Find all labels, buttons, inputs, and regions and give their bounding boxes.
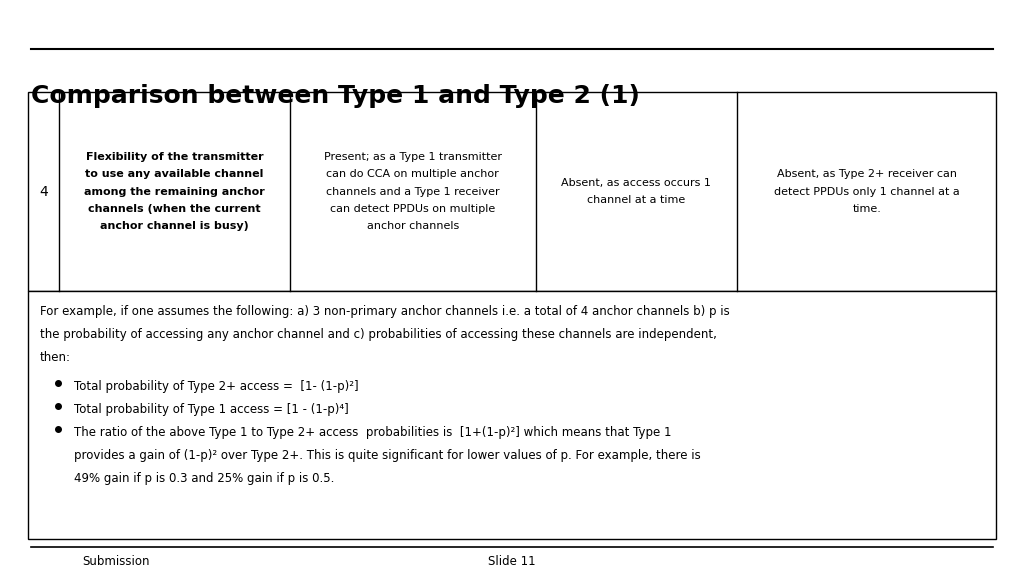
Text: Total probability of Type 2+ access =  [1- (1-p)²]: Total probability of Type 2+ access = [1… [74,380,358,393]
Text: detect PPDUs only 1 channel at a: detect PPDUs only 1 channel at a [774,187,959,196]
Text: provides a gain of (1-p)² over Type 2+. This is quite significant for lower valu: provides a gain of (1-p)² over Type 2+. … [74,449,700,463]
Text: Absent, as access occurs 1: Absent, as access occurs 1 [561,178,712,188]
Bar [28,92,996,291]
Text: Total probability of Type 1 access = [1 - (1-p)⁴]: Total probability of Type 1 access = [1 … [74,403,348,416]
Text: Flexibility of the transmitter: Flexibility of the transmitter [86,152,263,162]
Text: 4: 4 [39,184,48,199]
Text: channel at a time: channel at a time [588,195,685,205]
Text: Absent, as Type 2+ receiver can: Absent, as Type 2+ receiver can [777,169,956,179]
Text: among the remaining anchor: among the remaining anchor [84,187,265,196]
Text: time.: time. [852,204,882,214]
Text: The ratio of the above Type 1 to Type 2+ access  probabilities is  [1+(1-p)²] wh: The ratio of the above Type 1 to Type 2+… [74,426,671,439]
Text: Submission: Submission [82,555,150,568]
Text: For example, if one assumes the following: a) 3 non-primary anchor channels i.e.: For example, if one assumes the followin… [40,305,730,319]
Text: can detect PPDUs on multiple: can detect PPDUs on multiple [330,204,496,214]
Bar [28,291,996,539]
Text: anchor channels: anchor channels [367,221,459,231]
Text: to use any available channel: to use any available channel [85,169,264,179]
Text: Present; as a Type 1 transmitter: Present; as a Type 1 transmitter [324,152,502,162]
Text: Comparison between Type 1 and Type 2 (1): Comparison between Type 1 and Type 2 (1) [31,84,640,108]
Text: the probability of accessing any anchor channel and c) probabilities of accessin: the probability of accessing any anchor … [40,328,717,342]
Text: 49% gain if p is 0.3 and 25% gain if p is 0.5.: 49% gain if p is 0.3 and 25% gain if p i… [74,472,334,486]
Text: channels and a Type 1 receiver: channels and a Type 1 receiver [326,187,500,196]
Text: anchor channel is busy): anchor channel is busy) [100,221,249,231]
Text: channels (when the current: channels (when the current [88,204,261,214]
Text: can do CCA on multiple anchor: can do CCA on multiple anchor [327,169,499,179]
Text: Slide 11: Slide 11 [488,555,536,568]
Text: then:: then: [40,351,71,365]
